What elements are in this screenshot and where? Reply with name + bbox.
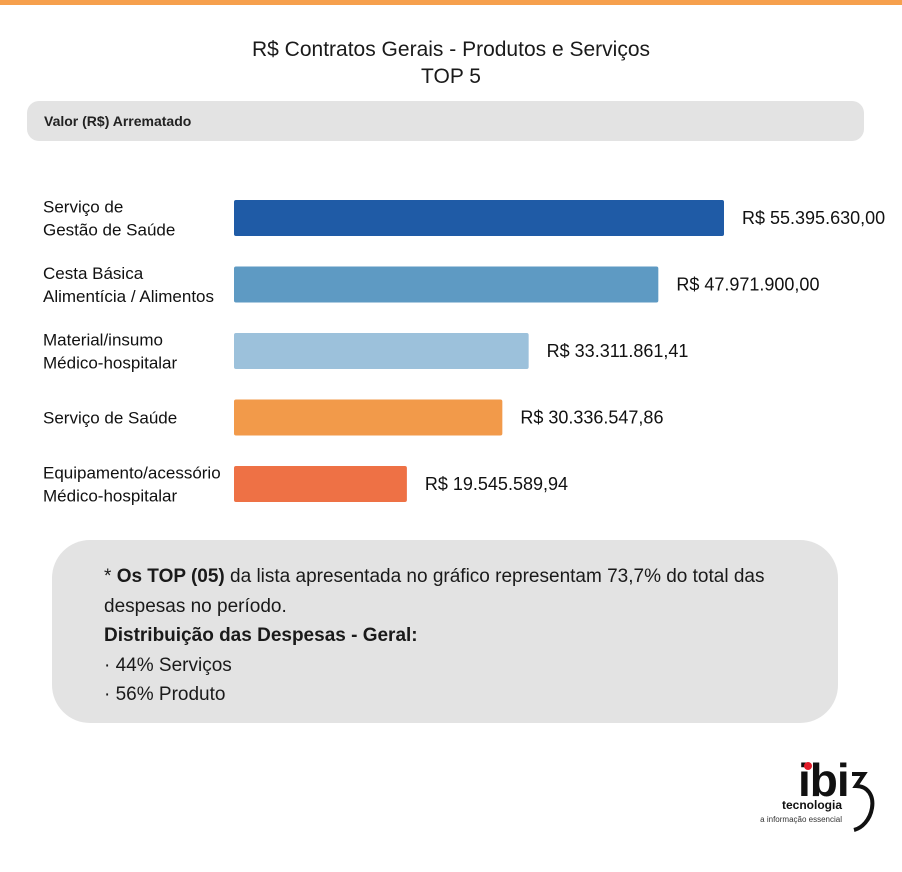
metric-header-bar: Valor (R$) Arrematado (27, 101, 864, 141)
bar-value-label-4: R$ 30.336.547,86 (520, 408, 663, 428)
category-label-1: Serviço de Gestão de Saúde (43, 198, 175, 240)
bar-1 (234, 200, 724, 236)
metric-label: Valor (R$) Arrematado (44, 113, 192, 129)
category-label-5: Equipamento/acessório Médico-hospitalar (43, 464, 221, 506)
note-line1-rest: da lista apresentada no gráfico represen… (224, 566, 765, 587)
chart-subtitle: TOP 5 (421, 65, 481, 88)
note-line-2: despesas no período. (104, 595, 287, 617)
bar-3 (234, 333, 529, 369)
bar-value-label-5: R$ 19.545.589,94 (425, 474, 568, 494)
category-label-line: Equipamento/acessório (43, 464, 221, 483)
category-label-line: Alimentícia / Alimentos (43, 287, 214, 306)
category-label-3: Material/insumo Médico-hospitalar (43, 331, 178, 373)
category-label-line: Serviço de (43, 198, 123, 217)
note-line-1: * Os TOP (05) da lista apresentada no gr… (104, 562, 824, 592)
category-label-4: Serviço de Saúde (43, 409, 177, 428)
bar-4 (234, 399, 503, 436)
note-line1-prefix: * (104, 566, 117, 587)
category-label-2: Cesta Básica Alimentícia / Alimentos (43, 264, 214, 306)
logo-tagline: a informação essencial (760, 815, 842, 824)
category-label-line: Médico-hospitalar (43, 354, 178, 373)
note-item-products: · 56% Produto (104, 684, 226, 705)
top-accent-rule (0, 0, 902, 5)
category-label-line: Serviço de Saúde (43, 409, 177, 428)
category-label-line: Gestão de Saúde (43, 221, 175, 240)
logo-red-dot (804, 762, 812, 770)
note-heading: Distribuição das Despesas - Geral: (104, 625, 418, 646)
logo-curve-icon (852, 772, 875, 832)
summary-note-text: * Os TOP (05) da lista apresentada no gr… (104, 562, 824, 710)
category-label-line: Material/insumo (43, 331, 163, 350)
bar-value-label-3: R$ 33.311.861,41 (547, 341, 689, 361)
chart-title: R$ Contratos Gerais - Produtos e Serviço… (252, 38, 650, 61)
ibi-tecnologia-logo: ibi tecnologia a informação essencial (756, 757, 886, 832)
bar-5 (234, 466, 407, 502)
summary-note-box: * Os TOP (05) da lista apresentada no gr… (52, 540, 838, 723)
category-label-line: Médico-hospitalar (43, 487, 178, 506)
note-line1-bold: Os TOP (05) (116, 566, 225, 587)
chart-title-block: R$ Contratos Gerais - Produtos e Serviço… (0, 36, 902, 90)
bar-value-label-2: R$ 47.971.900,00 (676, 275, 819, 295)
bar-chart: R$ 55.395.630,00 Serviço de Gestão de Saúd… (43, 198, 885, 506)
bar-2 (234, 266, 659, 303)
bar-value-label-1: R$ 55.395.630,00 (742, 208, 885, 228)
category-label-line: Cesta Básica (43, 264, 144, 283)
note-item-services: · 44% Serviços (104, 654, 232, 676)
logo-name: tecnologia (781, 798, 842, 812)
